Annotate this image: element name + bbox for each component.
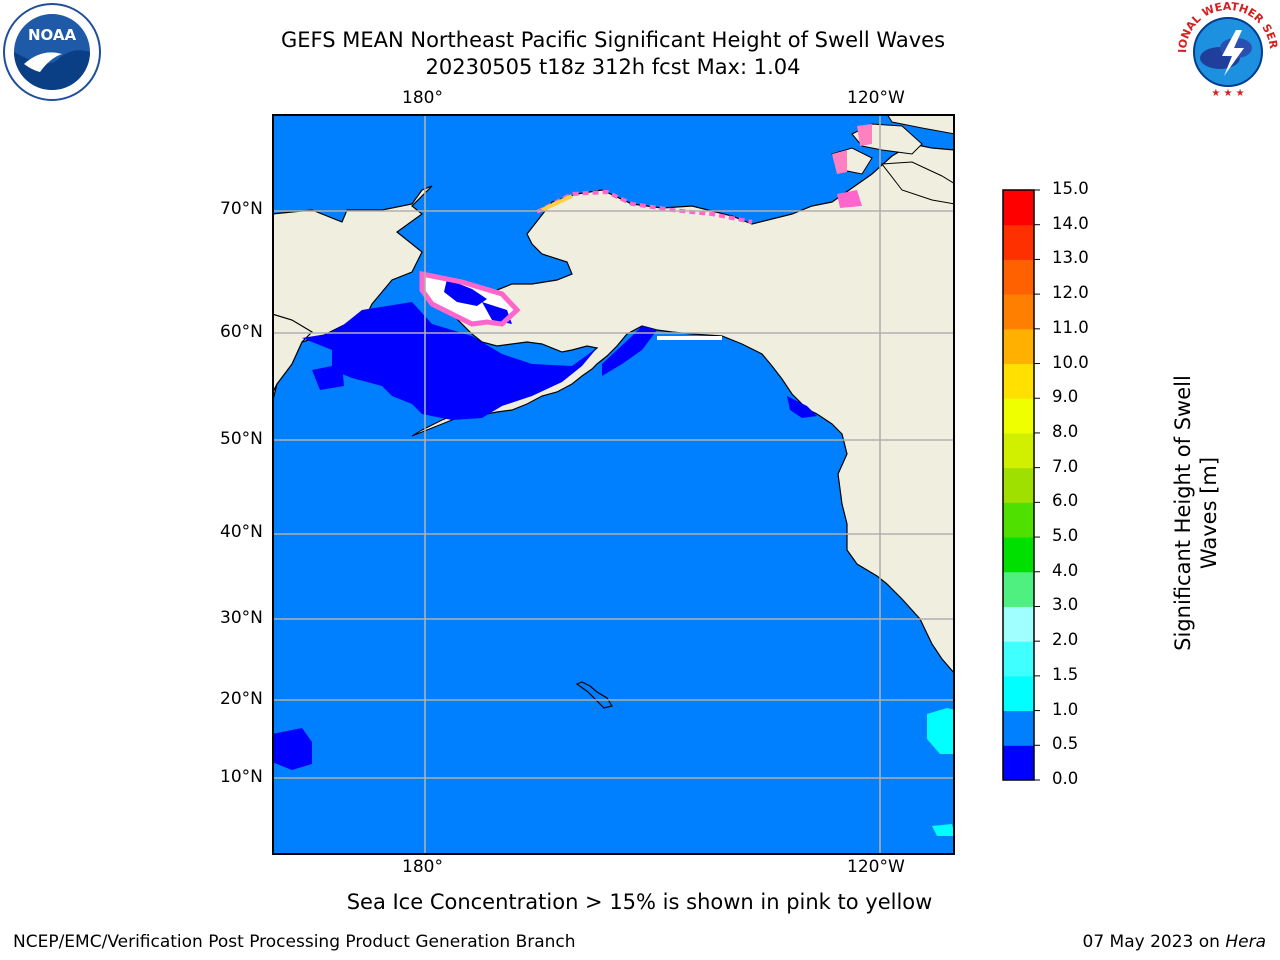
colorbar-frame — [1002, 189, 1035, 781]
sea-ice-arctic — [536, 189, 753, 224]
colorbar-segment — [1003, 259, 1034, 295]
colorbar-segment — [1003, 294, 1034, 330]
arctic-island — [886, 114, 955, 135]
low-swell-gulf — [602, 326, 657, 376]
colorbar-tick-label: 12.0 — [1052, 283, 1089, 303]
lon-label-bottom-120w: 120°W — [847, 857, 905, 877]
map-panel — [272, 114, 955, 855]
colorbar-segment — [1003, 641, 1034, 677]
sea-ice-island — [832, 150, 847, 174]
chart-title: GEFS MEAN Northeast Pacific Significant … — [280, 28, 946, 52]
colorbar-segment — [1003, 432, 1034, 469]
lon-label-top-180: 180° — [402, 88, 443, 108]
lat-label-50n: 50°N — [220, 429, 263, 449]
map-frame — [272, 114, 955, 855]
svg-text:★ ★ ★: ★ ★ ★ — [1211, 88, 1244, 99]
cyan-patch-south — [927, 708, 955, 754]
colorbar-segment — [1003, 675, 1034, 712]
sea-ice-arctic-yellow — [541, 194, 573, 212]
colorbar-tick-label: 1.0 — [1052, 699, 1079, 719]
colorbar-tick-label: 13.0 — [1052, 248, 1089, 268]
colorbar-segment — [1003, 363, 1034, 399]
lat-label-70n: 70°N — [220, 199, 263, 219]
colorbar-tick-label: 10.0 — [1052, 352, 1089, 372]
lat-label-30n: 30°N — [220, 608, 263, 628]
colorbar-segment — [1003, 745, 1034, 781]
colorbar-segment — [1003, 537, 1034, 573]
footer-date: 07 May 2023 on Hera — [1082, 932, 1267, 952]
colorbar-segment — [1003, 710, 1034, 746]
colorbar-tick-label: 0.0 — [1052, 769, 1079, 788]
lon-label-bottom-180: 180° — [402, 857, 443, 877]
low-swell-coast — [787, 396, 817, 418]
chart-subtitle: 20230505 t18z 312h fcst Max: 1.04 — [425, 55, 801, 79]
low-swell-under-ice — [444, 279, 487, 306]
colorbar-segment — [1003, 571, 1034, 607]
colorbar-tick-label: 14.0 — [1052, 213, 1089, 233]
sea-ice-island — [837, 190, 862, 208]
colorbar-tick-label: 7.0 — [1052, 456, 1079, 476]
colorbar-segment — [1003, 467, 1034, 503]
colorbar — [1002, 189, 1040, 781]
colorbar-segment — [1003, 398, 1034, 434]
lon-label-top-120w: 120°W — [847, 88, 905, 108]
lat-label-20n: 20°N — [220, 689, 263, 709]
colorbar-segment — [1003, 606, 1034, 642]
footer-branch: NCEP/EMC/Verification Post Processing Pr… — [13, 932, 576, 952]
colorbar-tick-label: 11.0 — [1052, 317, 1089, 337]
low-swell-patch — [312, 364, 344, 390]
colorbar-tick-label: 8.0 — [1052, 421, 1079, 441]
colorbar-segment — [1003, 190, 1034, 226]
lat-label-60n: 60°N — [220, 322, 263, 342]
lat-label-40n: 40°N — [220, 522, 263, 542]
colorbar-tick-label: 1.5 — [1052, 664, 1079, 684]
noaa-logo: NOAA — [3, 3, 101, 101]
nws-logo: NATIONAL WEATHER SERVICE ★ ★ ★ — [1178, 2, 1278, 99]
colorbar-tick-label: 9.0 — [1052, 387, 1079, 407]
sea-ice-edge — [419, 270, 521, 327]
low-swell-bering — [302, 302, 597, 420]
colorbar-tick-label: 6.0 — [1052, 491, 1079, 511]
sea-ice-island — [857, 124, 872, 146]
colorbar-tick-label: 3.0 — [1052, 595, 1079, 615]
colorbar-tick-label: 5.0 — [1052, 526, 1079, 546]
colorbar-segment — [1003, 328, 1034, 365]
low-swell-west — [272, 728, 312, 770]
arctic-island — [881, 161, 955, 205]
gridlines — [272, 114, 955, 855]
colorbar-segment — [1003, 502, 1034, 538]
svg-text:NOAA: NOAA — [28, 26, 77, 44]
colorbar-tick-label: 4.0 — [1052, 560, 1079, 580]
colorbar-tick-label: 2.0 — [1052, 630, 1079, 650]
colorbar-segment — [1003, 224, 1034, 260]
lat-label-10n: 10°N — [220, 767, 263, 787]
colorbar-tick-label: 0.5 — [1052, 734, 1079, 754]
cyan-patch-far-south — [932, 824, 955, 836]
colorbar-tick-label: 15.0 — [1052, 179, 1089, 198]
sea-ice-note: Sea Ice Concentration > 15% is shown in … — [346, 890, 933, 914]
colorbar-title: Significant Height of Swell Waves [m] — [1171, 375, 1221, 651]
hawaii-islands — [575, 681, 613, 709]
